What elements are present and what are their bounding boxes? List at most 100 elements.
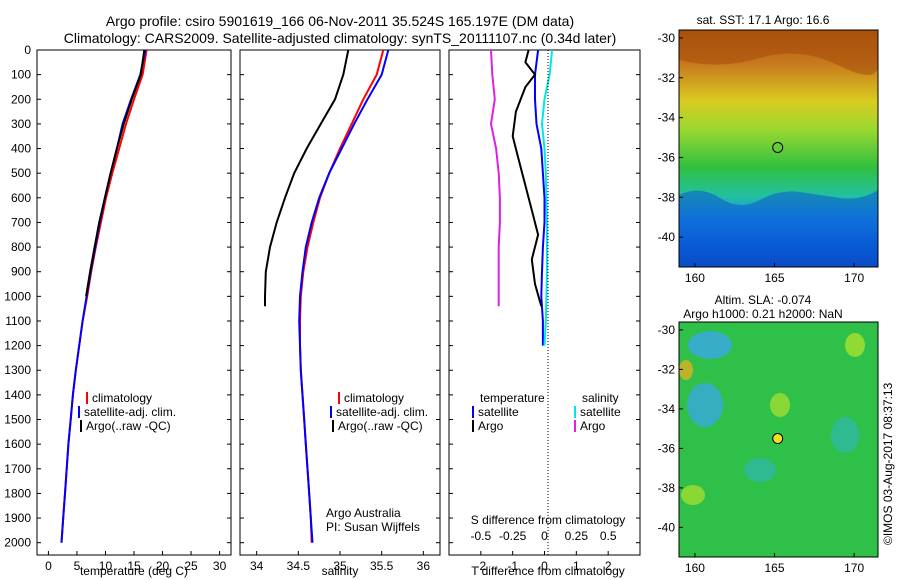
map-lat-tick-label: -40 [658,520,676,534]
temperature-legend: climatology satellite-adj. clim. Argo(..… [78,391,176,433]
axis-ticks: 0 5 10 15 20 25 30 34 34.5 35 35.5 36 -2 -1 0 1 2 -0.5 -0.… [37,49,640,573]
depth-tick-label: 500 [11,166,31,180]
legend-label-climatology: climatology [92,391,152,405]
salinity-series-argo [264,50,350,307]
t-difference-axis-tick-label: 0 [541,559,548,573]
legend-swatch-satellite-adj [78,406,80,418]
map-lon-tick-label: 160 [685,561,705,575]
temperature-axis-tick-label: 15 [127,559,141,573]
depth-tick-label: 1400 [4,388,31,402]
legend-label-t-argo: Argo [478,419,504,433]
sla-argo-position-marker [772,433,784,445]
sla-low-patch [744,458,776,482]
sla-high-patch [681,485,705,505]
map-lat-tick-label: -30 [658,323,676,337]
map-lat-tick-label: -40 [658,230,676,244]
depth-tick-label: 1100 [5,314,31,328]
legend-swatch-climatology [86,392,88,404]
t-difference-axis-tick-label: -1 [507,559,518,573]
legend-label-satellite-adj: satellite-adj. clim. [84,405,176,419]
t-difference-axis-tick-label: -2 [475,559,486,573]
depth-tick-label: 400 [11,142,31,156]
sst-cold-water [679,190,878,267]
legend-swatch-t-satellite [472,406,474,418]
map-lon-tick-label: 165 [765,561,785,575]
temperature-xlabel: temperature (deg C) [80,564,188,578]
difference-series-s-satellite [540,50,554,346]
sst-map [678,29,879,268]
temperature-series-satellite-adj [60,50,147,543]
salinity-legend: climatology satellite-adj. clim. Argo(..… [330,391,428,433]
depth-tick-label: 2000 [4,536,31,550]
depth-tick-label: 900 [11,265,31,279]
difference-series-t-satellite [534,50,546,346]
sla-high-patch [679,360,693,380]
legend-label-satellite-adj: satellite-adj. clim. [336,405,428,419]
depth-tick-label: 1500 [4,413,31,427]
depth-tick-label: 700 [11,215,31,229]
t-difference-axis-tick-label: 2 [605,559,612,573]
sst-warm-water [679,30,879,76]
difference-series-t-argo [511,50,543,307]
map-lon-tick-label: 170 [844,561,864,575]
sla-high-patch [845,333,865,357]
map-lon-tick-label: 170 [844,271,864,285]
map-lat-tick-label: -38 [658,481,676,495]
map-lon-tick-label: 165 [765,271,785,285]
sst-argo-position-marker [772,142,784,154]
legend-swatch-satellite-adj [330,406,332,418]
difference-panel-frame [448,49,641,556]
depth-tick-label: 1000 [4,289,31,303]
difference-series-s-argo [489,50,501,307]
credit-line-2: PI: Susan Wijffels [326,520,420,534]
temperature-series-argo [85,50,146,297]
imos-timestamp-label: ©IMOS 03-Aug-2017 08:37:13 [881,382,895,545]
depth-tick-label: 0 [24,43,31,57]
s-difference-tick-label: 0 [541,529,548,543]
salinity-series-climatology [299,50,385,543]
legend-swatch-argo [80,420,82,432]
map-lat-tick-label: -34 [658,111,676,125]
temperature-axis-tick-label: 30 [213,559,227,573]
depth-tick-label: 1900 [4,511,31,525]
map-lat-tick-label: -30 [658,31,676,45]
sst-map-title: sat. SST: 17.1 Argo: 16.6 [697,13,830,27]
temperature-axis-tick-label: 0 [45,559,52,573]
difference-legend: temperature salinity satellite Argo sate… [472,391,621,433]
map-lat-tick-label: -32 [658,362,676,376]
depth-tick-label: 800 [11,240,31,254]
legend-label-s-argo: Argo [580,419,606,433]
salinity-series-satellite-adj [298,50,390,543]
temperature-plot [60,50,148,543]
s-difference-tick-label: 0.25 [565,529,589,543]
sla-high-patch [770,393,790,417]
s-difference-tick-label: 0.5 [600,529,617,543]
legend-label-s-satellite: satellite [580,405,621,419]
temperature-series-climatology [60,50,148,543]
sla-low-patch [688,331,732,359]
map-lon-tick-label: 160 [685,271,705,285]
sla-low-patch [687,383,723,427]
legend-swatch-argo [332,420,334,432]
legend-swatch-climatology [338,392,340,404]
salinity-axis-tick-label: 36 [417,559,431,573]
t-difference-axis-tick-label: 1 [573,559,580,573]
depth-tick-label: 1800 [4,486,31,500]
sst-map-axes: -30 -32 -34 -36 -38 -40 160 165 170 [658,31,865,285]
depth-tick-label: 600 [11,191,31,205]
salinity-plot [264,50,390,543]
temperature-axis-tick-label: 10 [99,559,113,573]
depth-tick-label: 100 [11,68,31,82]
sla-map [678,321,879,558]
legend-head-temperature: temperature [480,391,545,405]
difference-plot [489,50,554,346]
salinity-axis-tick-label: 35.5 [370,559,394,573]
depth-tick-label: 300 [11,117,31,131]
sla-map-frame [678,321,879,558]
salinity-xlabel: salinity [322,564,359,578]
salinity-axis-tick-label: 34.5 [287,559,311,573]
legend-swatch-s-argo [574,420,576,432]
depth-tick-label: 200 [11,92,31,106]
depth-tick-label: 1200 [4,339,31,353]
